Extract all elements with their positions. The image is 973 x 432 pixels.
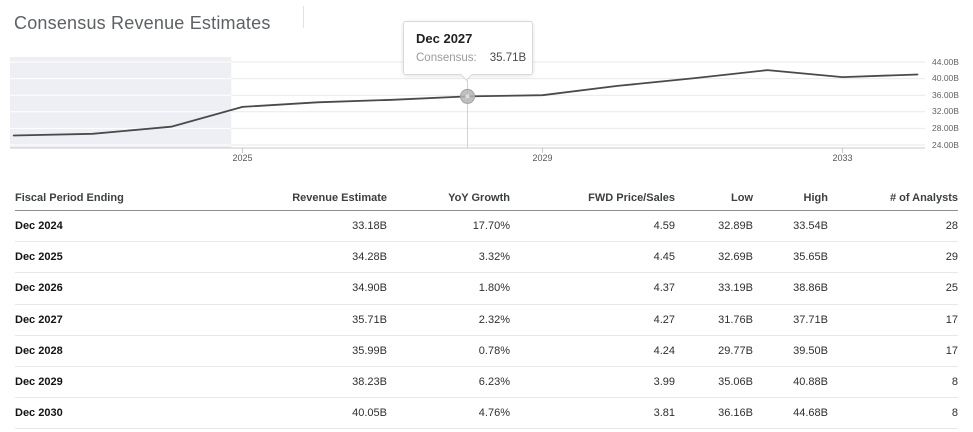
column-header-of-analysts: # of Analysts	[889, 191, 958, 204]
table-cell: 8	[951, 376, 958, 389]
table-cell: 28	[945, 220, 958, 233]
y-axis-label: 44.00B	[932, 56, 959, 67]
revenue-chart[interactable]: 44.00B 40.00B 36.00B 32.00B 28.00B 24.00B 2025…	[0, 30, 973, 178]
table-row: Dec 2025 34.28B 3.32% 4.45 32.69B 35.65B 29	[15, 242, 958, 274]
table-cell: 4.45	[653, 251, 675, 264]
table-cell: 3.81	[653, 407, 675, 420]
table-row: Dec 2024 33.18B 17.70% 4.59 32.89B 33.54B 28	[15, 211, 958, 243]
table-cell: 4.27	[653, 313, 675, 326]
table-cell: 1.80%	[478, 282, 510, 295]
y-axis-label: 32.00B	[932, 106, 959, 117]
tooltip-period: Dec 2027	[416, 31, 473, 46]
table-cell: 4.37	[653, 282, 675, 295]
hover-marker-dot	[465, 94, 470, 99]
title-divider	[303, 6, 304, 28]
table-cell: 17.70%	[472, 220, 510, 233]
table-cell: 25	[945, 282, 958, 295]
column-header-fwd-price-sales: FWD Price/Sales	[588, 191, 675, 204]
table-cell: 35.71B	[352, 313, 387, 326]
y-axis-label: 36.00B	[932, 89, 959, 100]
tooltip-value: 35.71B	[489, 52, 527, 64]
historical-shade-region	[10, 57, 232, 148]
table-row: Dec 2029 38.23B 6.23% 3.99 35.06B 40.88B 8	[15, 367, 958, 399]
table-cell: 17	[945, 313, 958, 326]
table-cell: 4.24	[653, 344, 675, 357]
chart-tooltip: Dec 2027 Consensus: 35.71B	[403, 21, 533, 81]
table-cell: 4.76%	[478, 407, 510, 420]
x-axis-label: 2025	[232, 153, 253, 163]
table-cell: 34.28B	[352, 251, 387, 264]
fiscal-period-cell: Dec 2026	[15, 282, 63, 295]
fiscal-period-cell: Dec 2030	[15, 407, 63, 420]
fiscal-period-cell: Dec 2029	[15, 376, 63, 389]
x-axis-label: 2033	[832, 153, 853, 163]
table-cell: 8	[951, 407, 958, 420]
table-cell: 29	[945, 251, 958, 264]
tooltip-row: Consensus: 35.71B	[416, 52, 526, 64]
fiscal-period-cell: Dec 2024	[15, 220, 63, 233]
y-axis-label: 28.00B	[932, 122, 959, 133]
y-axis-label: 40.00B	[932, 73, 959, 84]
table-cell: 3.99	[653, 376, 675, 389]
column-header-revenue-estimate: Revenue Estimate	[292, 191, 387, 204]
fiscal-period-cell: Dec 2027	[15, 313, 63, 326]
y-axis-label: 24.00B	[932, 139, 959, 150]
table-cell: 32.89B	[718, 220, 753, 233]
table-cell: 3.32%	[478, 251, 510, 264]
table-cell: 40.88B	[793, 376, 828, 389]
x-axis-label: 2029	[532, 153, 553, 163]
column-header-low: Low	[731, 191, 753, 204]
table-cell: 6.23%	[478, 376, 510, 389]
table-cell: 39.50B	[793, 344, 828, 357]
table-cell: 31.76B	[718, 313, 753, 326]
table-cell: 44.68B	[793, 407, 828, 420]
estimates-table: Fiscal Period Ending Revenue Estimate YoY …	[0, 185, 973, 430]
table-cell: 0.78%	[478, 344, 510, 357]
table-cell: 38.86B	[793, 282, 828, 295]
table-cell: 37.71B	[793, 313, 828, 326]
table-cell: 33.19B	[718, 282, 753, 295]
table-cell: 34.90B	[352, 282, 387, 295]
table-row: Dec 2027 35.71B 2.32% 4.27 31.76B 37.71B 17	[15, 305, 958, 336]
tooltip-label: Consensus:	[416, 52, 477, 64]
table-cell: 32.69B	[718, 251, 753, 264]
column-header-yoy-growth: YoY Growth	[448, 191, 510, 204]
table-row: Dec 2028 35.99B 0.78% 4.24 29.77B 39.50B 17	[15, 336, 958, 367]
table-cell: 2.32%	[478, 313, 510, 326]
table-cell: 38.23B	[352, 376, 387, 389]
table-cell: 40.05B	[352, 407, 387, 420]
table-cell: 35.06B	[718, 376, 753, 389]
table-cell: 33.18B	[352, 220, 387, 233]
table-cell: 29.77B	[718, 344, 753, 357]
table-row: Dec 2026 34.90B 1.80% 4.37 33.19B 38.86B 25	[15, 273, 958, 305]
fiscal-period-cell: Dec 2025	[15, 251, 63, 264]
table-cell: 33.54B	[793, 220, 828, 233]
page-title: Consensus Revenue Estimates	[14, 13, 271, 33]
table-header-row: Fiscal Period Ending Revenue Estimate YoY …	[15, 185, 958, 211]
chart-svg	[10, 57, 925, 153]
fiscal-period-cell: Dec 2028	[15, 344, 63, 357]
table-cell: 35.99B	[352, 344, 387, 357]
column-header-fiscal-period-ending: Fiscal Period Ending	[15, 191, 124, 204]
table-cell: 35.65B	[793, 251, 828, 264]
table-body: Dec 2024 33.18B 17.70% 4.59 32.89B 33.54B 28 De…	[15, 211, 958, 430]
table-cell: 17	[945, 344, 958, 357]
column-header-high: High	[803, 191, 828, 204]
table-cell: 36.16B	[718, 407, 753, 420]
table-row: Dec 2030 40.05B 4.76% 3.81 36.16B 44.68B 8	[15, 398, 958, 430]
table-cell: 4.59	[653, 220, 675, 233]
